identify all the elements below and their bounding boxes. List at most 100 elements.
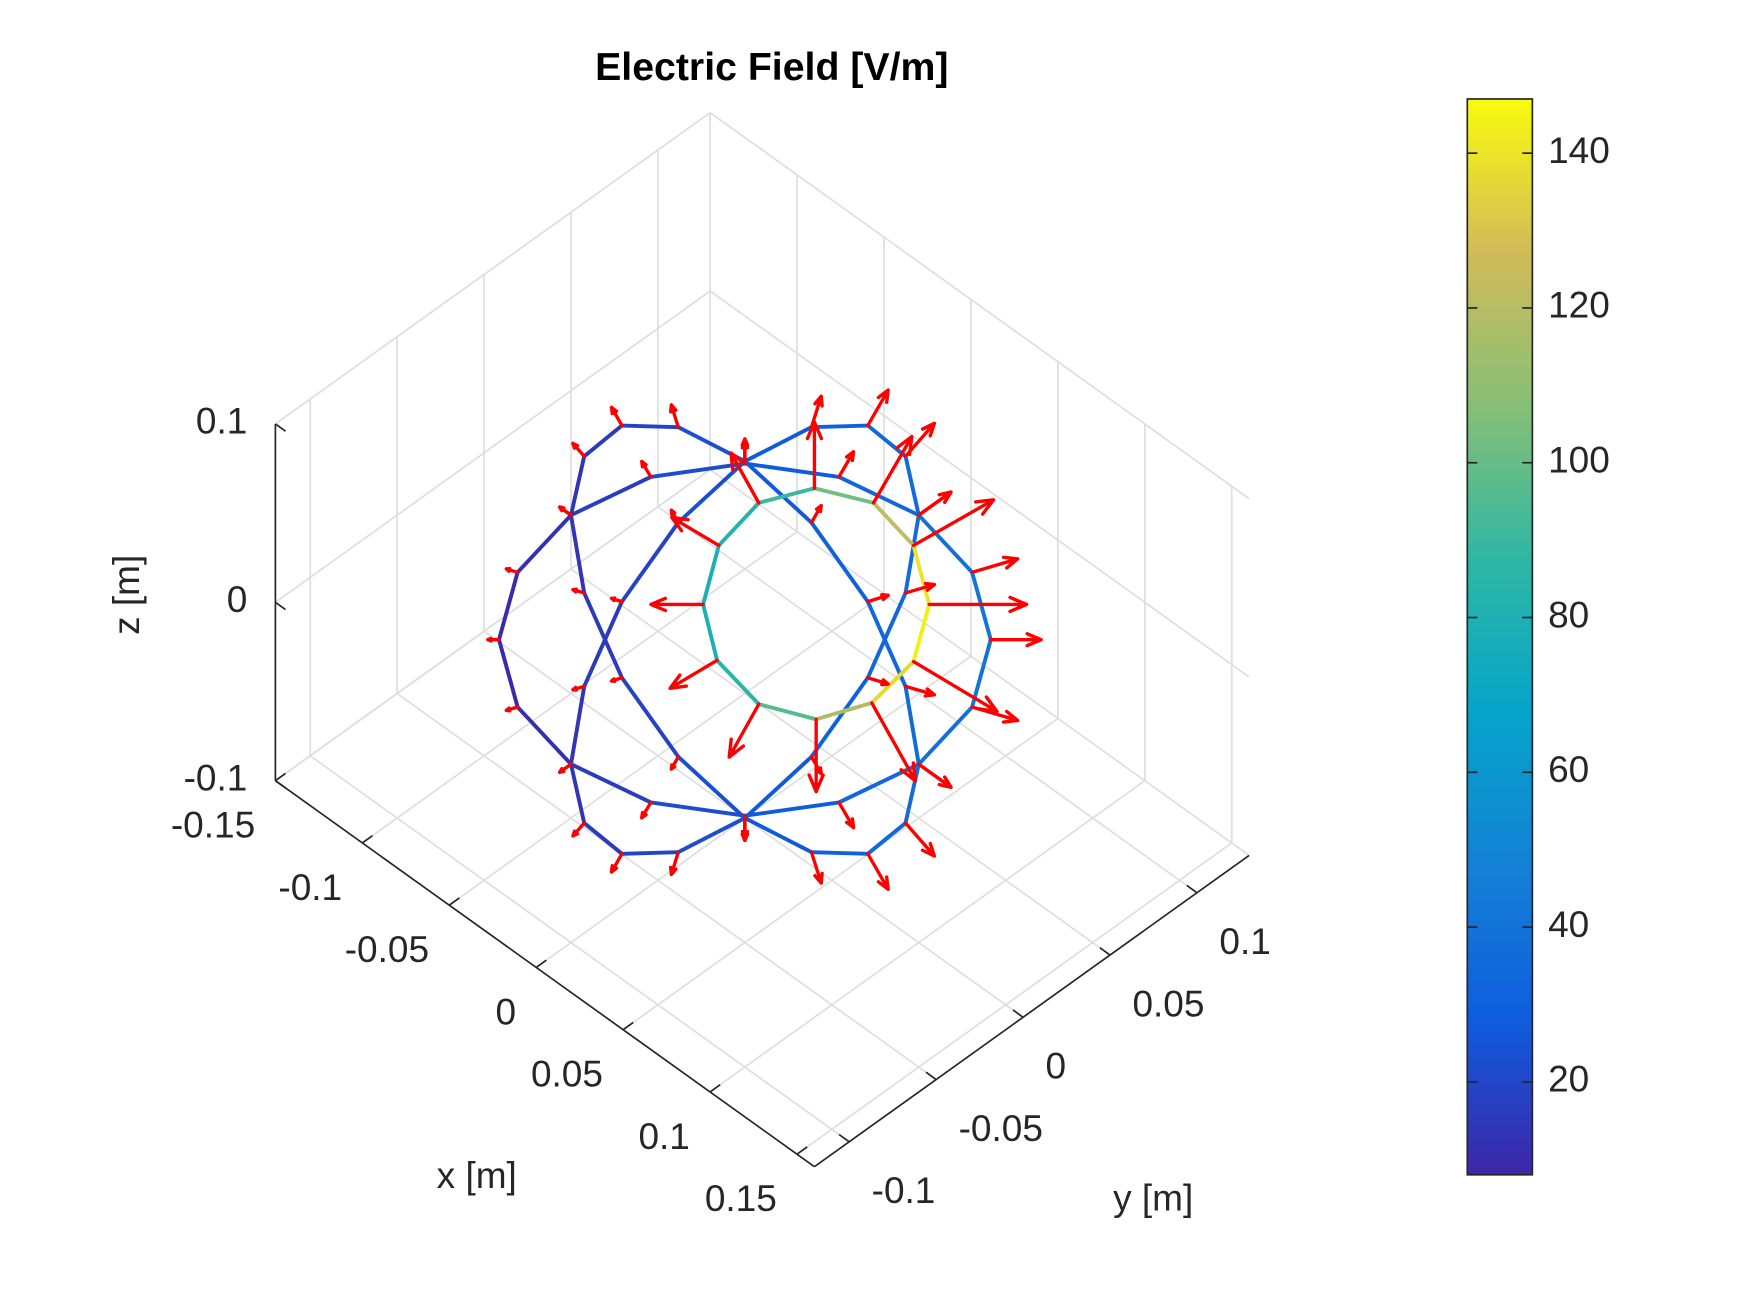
loop-segment [911, 543, 932, 607]
field-arrow [668, 403, 680, 429]
grid-line [709, 779, 1146, 1093]
field-arrow [809, 850, 824, 885]
field-arrow [989, 632, 1043, 648]
chart-title: Electric Field [V/m] [595, 45, 948, 89]
grid-line [448, 593, 885, 906]
loop-segment [865, 821, 908, 856]
x-axis-line [274, 779, 815, 1168]
loop-segment [865, 599, 908, 689]
y-tick-label: 0.1 [1219, 920, 1270, 962]
loop-segment [648, 461, 747, 479]
loop-segment [582, 423, 624, 459]
field-arrow [927, 595, 1029, 614]
loop-segment [903, 454, 921, 518]
y-tick [1186, 884, 1198, 894]
loop-segment [569, 454, 587, 518]
field-arrow [911, 498, 996, 548]
loop-segment [619, 675, 681, 759]
x-tick [709, 1084, 721, 1093]
grid-line [309, 755, 850, 1143]
loop-segment [582, 590, 624, 680]
loop-segment [742, 461, 841, 479]
z-tick [274, 423, 286, 432]
y-tick [1099, 947, 1111, 956]
field-arrow [740, 816, 750, 843]
loop-segment [569, 684, 587, 767]
loop-segment [903, 684, 921, 767]
y-tick-label: -0.05 [959, 1107, 1043, 1149]
loop-segment [569, 513, 587, 595]
grid-line [796, 842, 1233, 1155]
loop-segment [756, 486, 817, 505]
loop-segment [582, 821, 624, 856]
field-arrow [870, 701, 917, 783]
field-arrow [571, 587, 586, 595]
x-tick-label: 0 [495, 990, 516, 1032]
colorbar-tick-label: 100 [1548, 439, 1610, 481]
field-arrow [805, 420, 824, 490]
z-tick-label: 0 [227, 578, 248, 620]
field-arrow [729, 451, 761, 505]
loop-segment [515, 705, 573, 767]
colorbar [1466, 98, 1534, 1176]
z-axis-label: z [m] [105, 555, 147, 635]
field-arrow [807, 717, 825, 794]
loop-segment [497, 637, 520, 710]
loop-segment [648, 800, 747, 818]
loop-segment [582, 599, 624, 689]
loop-segment [619, 520, 681, 604]
field-arrow [837, 450, 856, 479]
field-arrow [609, 852, 624, 874]
x-tick-label: 0.15 [705, 1177, 777, 1219]
loop-segment [814, 700, 874, 722]
field-arrow [917, 490, 953, 517]
y-tick [925, 1071, 937, 1081]
loop-segment [676, 816, 747, 855]
field-arrow [571, 441, 586, 458]
grid-line [274, 468, 711, 782]
x-axis-label: x [m] [437, 1154, 517, 1196]
x-tick [274, 772, 286, 782]
x-tick-label: -0.1 [278, 866, 342, 908]
colorbar-tick-label: 140 [1548, 129, 1610, 171]
loop-segment [812, 486, 876, 505]
field-arrow [668, 658, 719, 690]
x-tick [622, 1021, 634, 1031]
loop-segment [742, 754, 814, 821]
field-arrow [837, 800, 856, 830]
y-axis-line [813, 854, 1250, 1168]
loop-segment [497, 570, 520, 642]
loop-segment [869, 659, 916, 705]
field-arrow [740, 437, 750, 463]
loop-segment [809, 423, 870, 430]
field-arrow [558, 762, 573, 774]
field-arrow [871, 434, 914, 505]
field-arrow [504, 705, 520, 713]
field-arrow [640, 800, 653, 820]
grid-line [274, 290, 711, 604]
field-arrow [970, 555, 1020, 574]
x-tick [361, 834, 373, 844]
loop-segment [676, 459, 747, 525]
loop-segment [756, 702, 819, 722]
x-tick-label: -0.15 [171, 804, 255, 846]
x-tick [448, 897, 460, 906]
grid-line [622, 717, 1059, 1031]
colorbar-tick-label: 80 [1548, 593, 1589, 635]
loop-segment [716, 500, 761, 548]
y-tick-label: 0.05 [1132, 982, 1204, 1024]
field-arrow [609, 596, 624, 604]
z-tick [274, 780, 286, 789]
field-arrow [809, 503, 823, 525]
grid-line [396, 692, 937, 1081]
y-tick-label: 0 [1046, 1045, 1067, 1087]
y-tick [1012, 1009, 1024, 1018]
x-tick [796, 1146, 808, 1155]
field-arrow [866, 676, 890, 687]
field-arrow [640, 459, 653, 479]
field-arrow [670, 515, 721, 548]
grid-line [657, 506, 1198, 894]
field-arrow [609, 405, 624, 428]
